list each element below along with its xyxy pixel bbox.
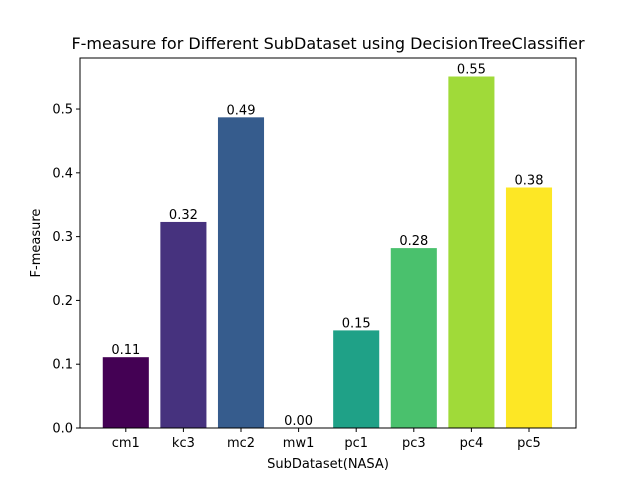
y-tick-label: 0.3 — [52, 230, 73, 245]
y-tick-label: 0.2 — [52, 294, 73, 309]
bar-kc3 — [160, 221, 207, 428]
data-label-mc2: 0.49 — [227, 103, 256, 118]
data-label-pc1: 0.15 — [342, 316, 371, 331]
x-tick-label-mw1: mw1 — [283, 436, 315, 451]
x-tick-label-mc2: mc2 — [227, 436, 255, 451]
x-tick-label-kc3: kc3 — [172, 436, 195, 451]
y-tick-label: 0.0 — [52, 422, 73, 437]
data-label-pc5: 0.38 — [515, 174, 544, 189]
x-tick-label-pc3: pc3 — [402, 436, 426, 451]
y-tick-label: 0.4 — [52, 166, 73, 181]
x-tick-label-pc1: pc1 — [344, 436, 368, 451]
x-tick-label-pc4: pc4 — [460, 436, 484, 451]
bar-mc2 — [217, 117, 265, 429]
x-axis: cm1 kc3 mc2 mw1 pc1 pc3 pc4 pc5 — [112, 428, 541, 451]
data-label-pc3: 0.28 — [399, 234, 428, 249]
x-axis-title: SubDataset(NASA) — [267, 457, 389, 472]
data-labels-group: 0.11 0.32 0.49 0.00 0.15 0.28 0.55 0.38 — [111, 63, 543, 430]
data-label-pc4: 0.55 — [457, 63, 486, 78]
y-axis: 0.0 0.1 0.2 0.3 0.4 0.5 — [52, 103, 80, 437]
x-tick-label-pc5: pc5 — [517, 436, 541, 451]
bar-pc4 — [448, 76, 495, 428]
x-tick-label-cm1: cm1 — [112, 436, 140, 451]
data-label-kc3: 0.32 — [169, 208, 198, 223]
bar-cm1 — [102, 357, 149, 428]
bar-pc5 — [505, 187, 553, 428]
y-tick-label: 0.1 — [52, 358, 73, 373]
bars-group — [102, 76, 553, 429]
data-label-cm1: 0.11 — [111, 343, 140, 358]
plot-frame — [79, 57, 577, 429]
y-tick-label: 0.5 — [52, 103, 73, 118]
y-axis-title: F-measure — [29, 209, 44, 278]
chart-title: F-measure for Different SubDataset using… — [71, 34, 585, 53]
bar-pc1 — [333, 330, 380, 428]
bar-pc3 — [390, 248, 437, 428]
data-label-mw1: 0.00 — [284, 414, 313, 429]
